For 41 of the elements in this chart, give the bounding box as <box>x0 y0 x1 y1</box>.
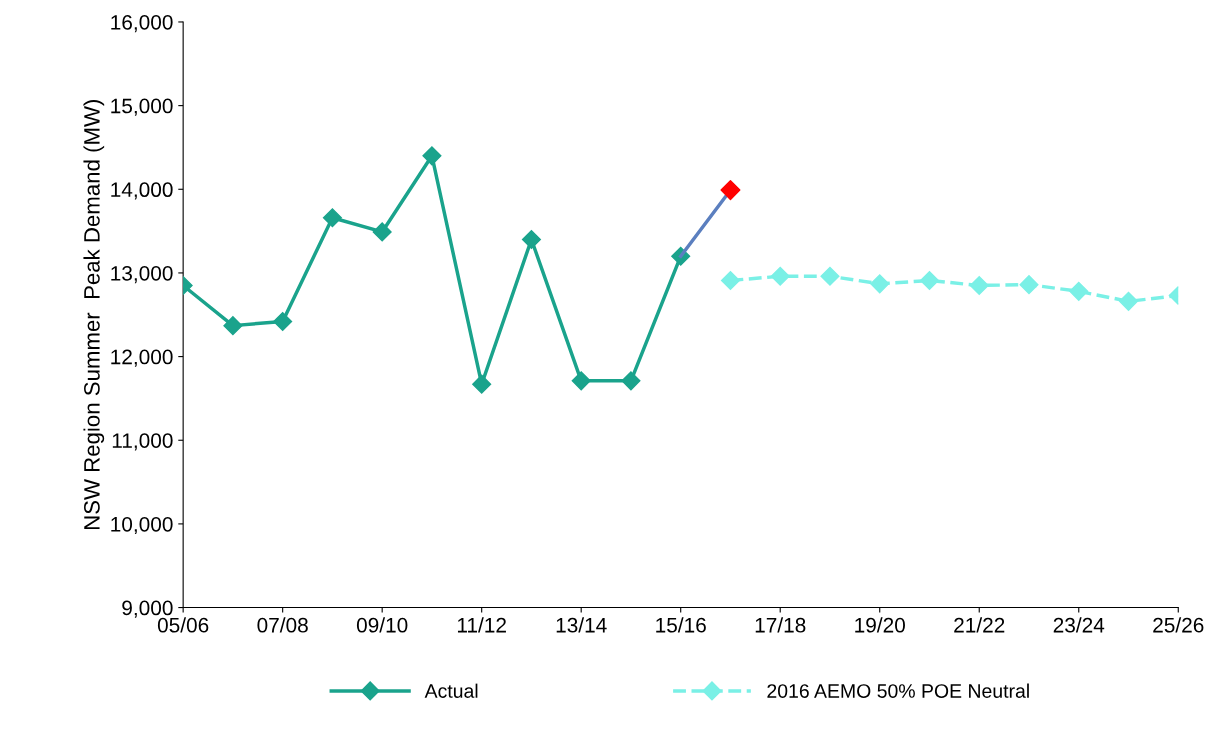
point <box>521 229 541 250</box>
point <box>770 266 790 286</box>
point <box>422 146 442 166</box>
x-tick-label: 11/12 <box>457 617 506 633</box>
x-tick-label: 17/18 <box>755 617 806 633</box>
x-tick-label: 23/24 <box>1053 617 1105 633</box>
y-tick-label: 11,000 <box>112 433 173 451</box>
point <box>571 371 591 391</box>
y-tick-label: 9,000 <box>122 600 173 618</box>
x-tick-label: 19/20 <box>855 617 905 633</box>
point <box>969 275 989 296</box>
y-tick-label: 13,000 <box>111 265 173 284</box>
point <box>1069 281 1089 301</box>
point <box>1019 275 1039 295</box>
point <box>372 222 392 242</box>
y-tick-label: 10,000 <box>111 516 173 535</box>
x-tick-label: 09/10 <box>356 617 408 633</box>
point <box>223 316 243 336</box>
y-tick-label: 14,000 <box>111 182 173 200</box>
x-tick-label: 07/08 <box>257 617 308 633</box>
y-tick-label: 16,000 <box>111 14 173 33</box>
y-tick-label: 15,000 <box>111 98 173 116</box>
point <box>322 208 342 228</box>
x-tick-label: 25/26 <box>1153 617 1204 633</box>
legend-label: 2016 AEMO 50% POE Neutral <box>767 683 1029 698</box>
point <box>1118 291 1139 311</box>
x-tick-label: 15/16 <box>656 617 706 633</box>
y-tick-label: 12,000 <box>111 349 173 367</box>
point <box>919 270 940 290</box>
point <box>820 266 840 286</box>
point <box>621 371 641 391</box>
x-tick-label: 05/06 <box>157 617 209 633</box>
point <box>720 270 740 290</box>
x-tick-label: 21/22 <box>954 617 1005 633</box>
point <box>273 311 293 331</box>
x-tick-label: 13/14 <box>556 617 607 633</box>
point <box>472 374 492 394</box>
y-axis-title: NSW Region Summer Peak Demand (MW) <box>83 100 105 530</box>
point <box>720 180 741 201</box>
legend-label: Actual <box>424 683 478 698</box>
point <box>870 274 890 294</box>
